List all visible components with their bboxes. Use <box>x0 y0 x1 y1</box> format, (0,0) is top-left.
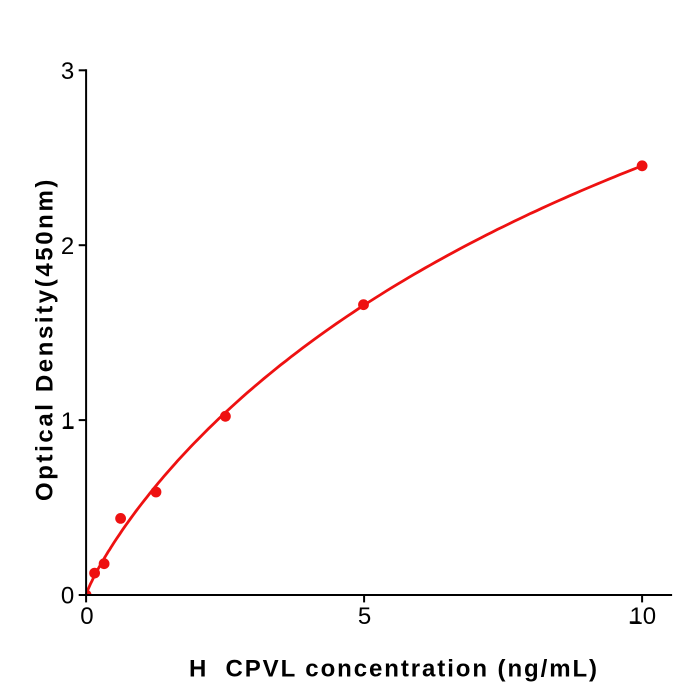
svg-text:0: 0 <box>61 583 74 610</box>
svg-text:3: 3 <box>61 58 74 85</box>
svg-text:0: 0 <box>80 603 93 630</box>
svg-text:5: 5 <box>358 603 371 630</box>
svg-text:2: 2 <box>61 233 74 260</box>
svg-text:1: 1 <box>61 408 74 435</box>
svg-text:Optical Density(450nm): Optical Density(450nm) <box>31 177 58 501</box>
svg-text:H CPVL concentration (ng/mL): H CPVL concentration (ng/mL) <box>189 656 599 683</box>
svg-text:10: 10 <box>629 603 656 630</box>
